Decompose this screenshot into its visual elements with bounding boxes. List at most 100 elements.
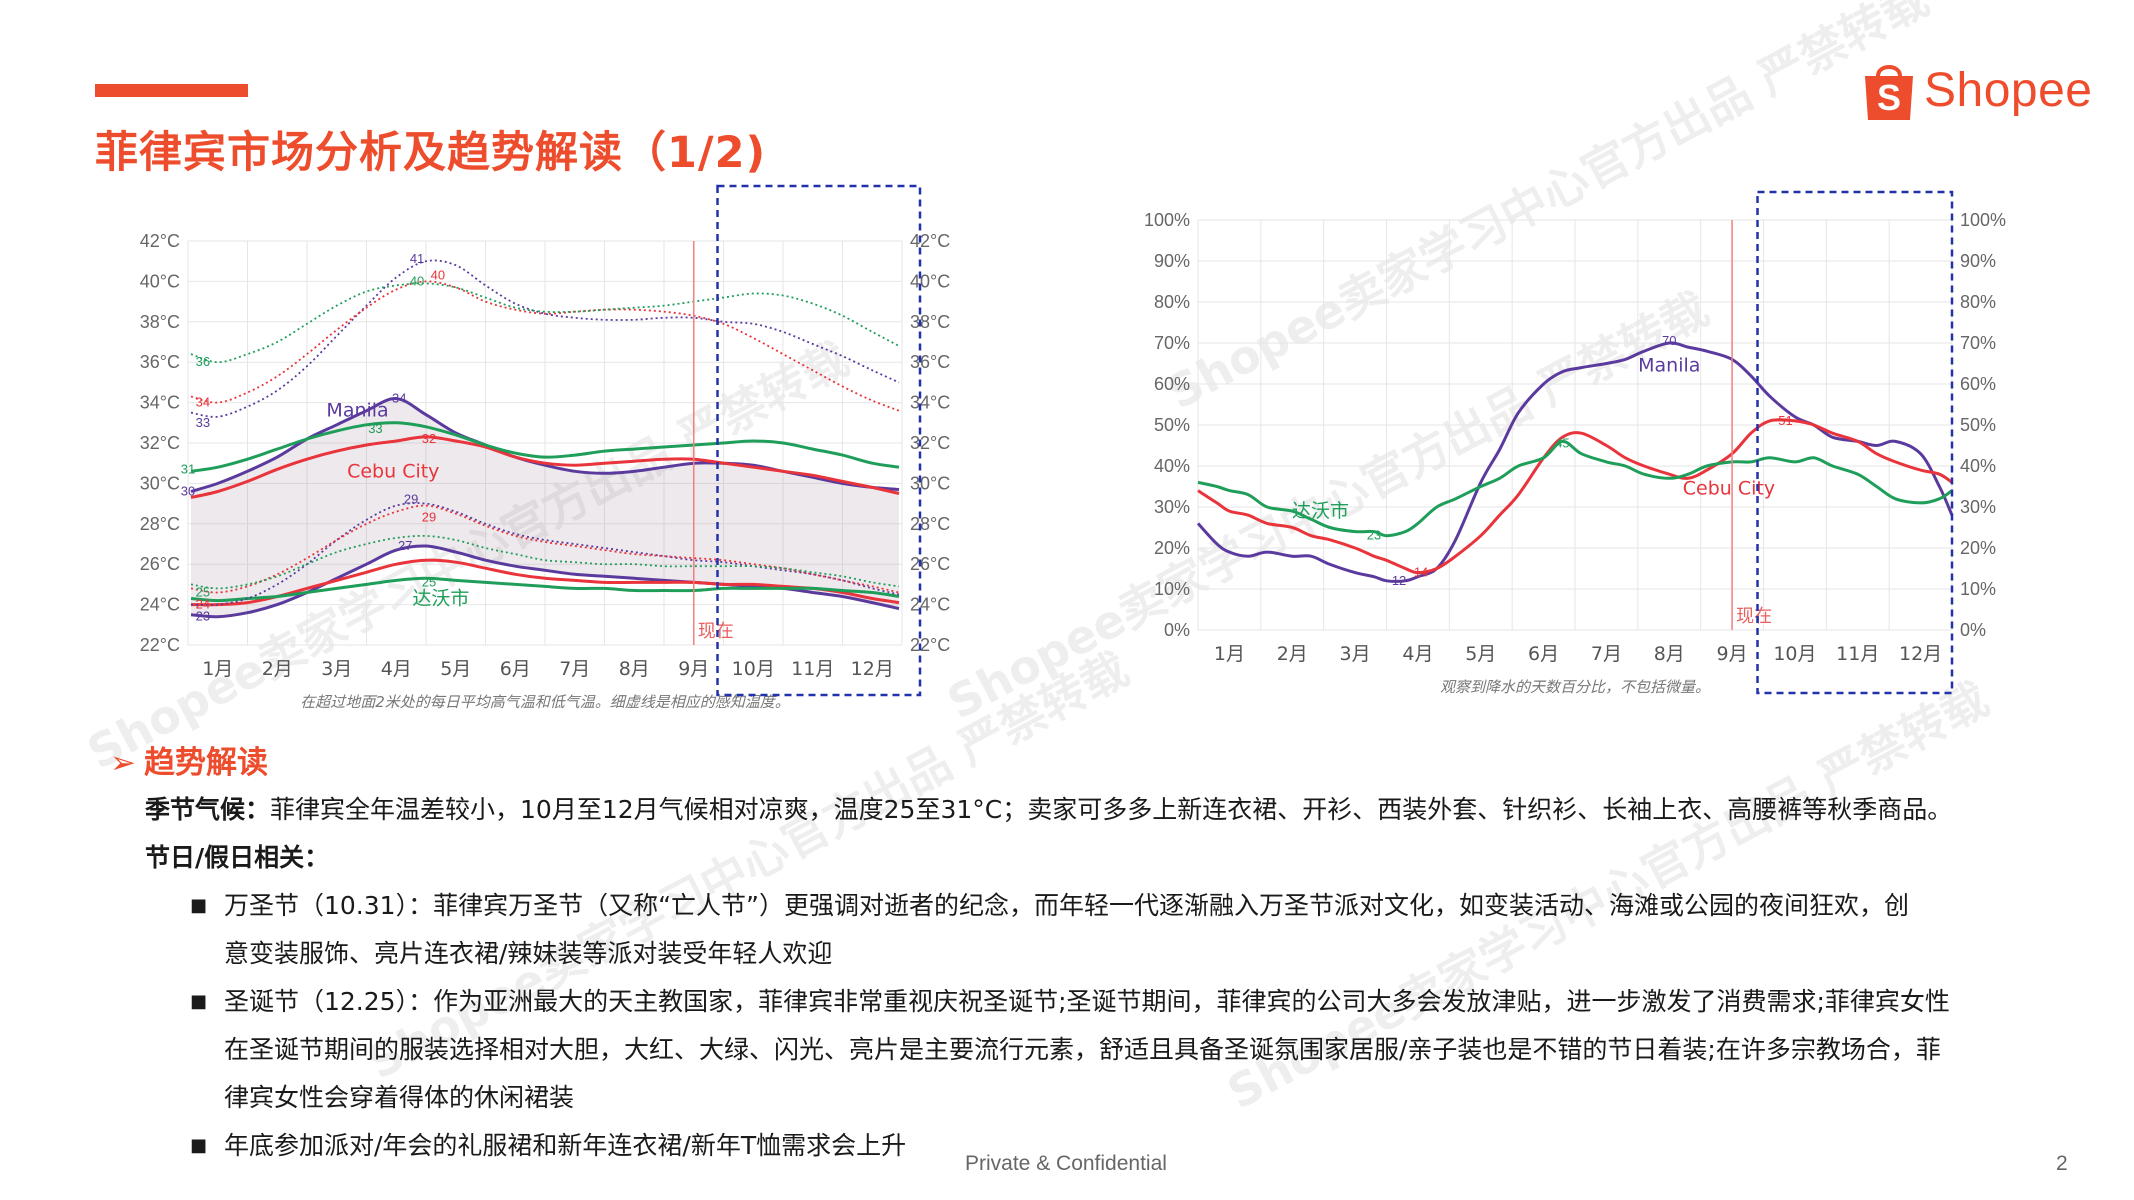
chart-caption: 在超过地面2米处的每日平均高气温和低气温。细虚线是相应的感知温度。 [300, 693, 790, 711]
section-heading: ➢ 趋势解读 [110, 737, 268, 782]
data-label: 40 [410, 273, 424, 288]
y-tick-label-right: 20% [1960, 538, 1996, 558]
season-label: 季节气候： [145, 795, 271, 824]
y-tick-label-left: 32°C [140, 433, 180, 453]
series-label: 达沃市 [1292, 500, 1349, 522]
shopping-bag-icon: S [1865, 65, 1913, 120]
y-tick-label-left: 90% [1154, 251, 1190, 271]
x-tick-label: 1月 [1214, 643, 1245, 665]
data-label: 27 [398, 538, 412, 553]
y-tick-label-left: 20% [1154, 538, 1190, 558]
bullet-line: 律宾女性会穿着得体的休闲裙装 [224, 1083, 575, 1112]
x-tick-label: 11月 [791, 658, 834, 680]
x-tick-label: 3月 [1340, 643, 1371, 665]
y-tick-label-right: 36°C [910, 352, 950, 372]
data-label: 23 [1367, 528, 1381, 543]
y-tick-label-left: 30°C [140, 473, 180, 493]
y-tick-label-right: 90% [1960, 251, 1996, 271]
precipitation-chart: 0% 0% 10% 10% 20% 20% 30% 30% 40% 40% 50% 50% 60% 60%… [1144, 190, 2006, 696]
arrow-icon: ➢ [110, 745, 136, 781]
data-label: 34 [196, 395, 210, 410]
x-tick-label: 4月 [1402, 643, 1433, 665]
series-label: Cebu City [1683, 478, 1775, 500]
bullet-line: 万圣节（10.31）：菲律宾万圣节（又称“亡人节”）更强调对逝者的纪念，而年轻一… [224, 891, 1909, 920]
data-label: 29 [404, 492, 418, 507]
series-line [1196, 341, 1954, 583]
data-label: 31 [181, 461, 195, 476]
y-tick-label-left: 30% [1154, 497, 1190, 517]
data-label: 45 [1555, 435, 1569, 450]
x-tick-label: 8月 [619, 658, 650, 680]
y-tick-label-right: 100% [1960, 210, 2006, 230]
confidential-footer: Private & Confidential [965, 1152, 1167, 1175]
y-tick-label-right: 28°C [910, 514, 950, 534]
y-tick-label-left: 34°C [140, 393, 180, 413]
data-label: 32 [422, 431, 436, 446]
series-line [1197, 439, 1953, 538]
series-line [190, 534, 900, 590]
y-tick-label-left: 22°C [140, 635, 180, 655]
bullet-line: 在圣诞节期间的服装选择相对大胆，大红、大绿、闪光、亮片是主要流行元素，舒适且具备… [224, 1035, 1941, 1064]
bullet-line: 圣诞节（12.25）：作为亚洲最大的天主教国家，菲律宾非常重视庆祝圣诞节;圣诞节… [224, 987, 1950, 1016]
y-tick-label-left: 42°C [140, 231, 180, 251]
x-tick-label: 5月 [440, 658, 471, 680]
series-line [190, 282, 900, 364]
y-tick-label-right: 38°C [910, 312, 950, 332]
highlight-box [1756, 190, 1954, 695]
data-label: 36 [196, 354, 210, 369]
season-paragraph: 季节气候：菲律宾全年温差较小，10月至12月气候相对凉爽，温度25至31°C；卖… [145, 786, 1952, 834]
data-label: 70 [1662, 333, 1676, 348]
y-tick-label-right: 34°C [910, 393, 950, 413]
data-label: 51 [1778, 413, 1792, 428]
svg-text:S: S [1877, 77, 1901, 118]
y-tick-label-left: 36°C [140, 352, 180, 372]
y-tick-label-right: 50% [1960, 415, 1996, 435]
x-tick-label: 2月 [1277, 643, 1308, 665]
page-title: 菲律宾市场分析及趋势解读（1/2) [95, 128, 767, 178]
series-line [190, 259, 900, 418]
y-tick-label-right: 30°C [910, 473, 950, 493]
series-line [190, 280, 900, 412]
data-label: 33 [368, 421, 382, 436]
now-marker-label: 现在 [698, 621, 734, 642]
y-tick-label-right: 24°C [910, 595, 950, 615]
series-label: 达沃市 [412, 588, 469, 610]
bullet-square-icon: ■ [190, 895, 208, 916]
y-tick-label-left: 24°C [140, 595, 180, 615]
x-tick-label: 7月 [559, 658, 590, 680]
x-tick-label: 6月 [1528, 643, 1559, 665]
series-line [190, 435, 900, 499]
x-tick-label: 3月 [321, 658, 352, 680]
y-tick-label-left: 40°C [140, 271, 180, 291]
series-label: Manila [326, 400, 388, 422]
y-tick-label-right: 26°C [910, 554, 950, 574]
series-line [190, 421, 900, 473]
title-accent-bar [95, 84, 248, 97]
bullet-line: 年底参加派对/年会的礼服裙和新年连衣裙/新年T恤需求会上升 [224, 1131, 907, 1160]
y-tick-label-right: 60% [1960, 374, 1996, 394]
y-tick-label-right: 22°C [910, 635, 950, 655]
y-tick-label-right: 0% [1960, 620, 1986, 640]
shopee-logo: S Shopee [1862, 58, 2093, 122]
x-tick-label: 6月 [500, 658, 531, 680]
x-tick-label: 8月 [1654, 643, 1685, 665]
data-label: 30 [181, 483, 195, 498]
x-tick-label: 11月 [1836, 643, 1879, 665]
data-label: 40 [431, 267, 445, 282]
highlight-box [716, 184, 922, 697]
series-label: Manila [1638, 355, 1700, 377]
x-tick-label: 4月 [381, 658, 412, 680]
data-label: 41 [410, 251, 424, 266]
holiday-label: 节日/假日相关： [145, 843, 330, 872]
x-tick-label: 12月 [1899, 643, 1942, 665]
y-tick-label-left: 70% [1154, 333, 1190, 353]
data-label: 33 [196, 415, 210, 430]
y-tick-label-left: 26°C [140, 554, 180, 574]
bullet-square-icon: ■ [190, 991, 208, 1012]
temperature-chart: 22°C 22°C 24°C 24°C 26°C 26°C 28°C 28°C 30°C 30°C… [140, 184, 950, 711]
data-label: 23 [196, 609, 210, 624]
x-tick-label: 10月 [732, 658, 775, 680]
series-label: Cebu City [347, 460, 439, 482]
y-tick-label-right: 30% [1960, 497, 1996, 517]
y-tick-label-right: 40°C [910, 271, 950, 291]
